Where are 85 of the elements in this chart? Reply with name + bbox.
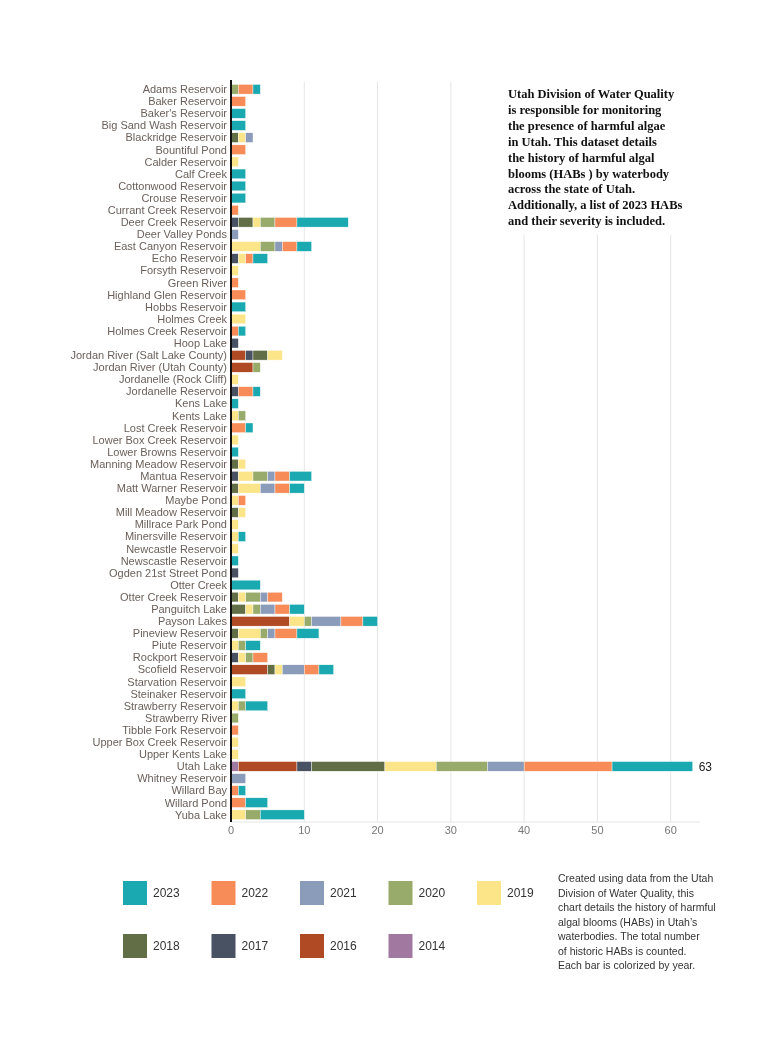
y-tick-label: Lower Browns Reservoir (107, 445, 228, 458)
y-tick-label: Willard Pond (164, 796, 227, 809)
x-tick-label: 60 (664, 824, 677, 836)
y-tick-label: Maybe Pond (165, 494, 227, 507)
y-tick-label: Jordan River (Utah County) (93, 361, 227, 374)
y-tick-label: Minersville Reservoir (124, 530, 228, 543)
y-tick-label: Kents Lake (171, 409, 227, 422)
y-tick-label: Willard Bay (171, 784, 228, 797)
y-tick-label: Upper Box Creek Reservoir (92, 736, 228, 749)
y-tick-label: Lost Creek Reservoir (123, 421, 228, 434)
y-tick-label: Cottonwood Reservoir (118, 179, 228, 192)
y-tick-label: Yuba Lake (175, 808, 227, 821)
legend-label: 2019 (507, 886, 535, 901)
y-tick-label: Currant Creek Reservoir (107, 204, 228, 217)
y-tick-label: Forsyth Reservoir (140, 264, 228, 277)
legend-label: 2022 (241, 886, 269, 901)
y-tick-label: Deer Creek Reservoir (120, 216, 228, 229)
y-tick-label: Manning Meadow Reservoir (90, 457, 228, 470)
y-tick-label: Baker's Reservoir (140, 107, 228, 120)
legend-label: 2021 (330, 886, 358, 901)
legend-label: 2016 (330, 939, 358, 954)
y-tick-label: Utah Lake (176, 760, 227, 773)
y-tick-label: Holmes Creek (157, 312, 228, 325)
y-tick-label: Mill Meadow Reservoir (115, 506, 228, 519)
y-tick-label: Calder Reservoir (144, 155, 228, 168)
y-tick-label: Strawberry River (145, 711, 228, 724)
x-tick-label: 10 (298, 824, 311, 836)
y-tick-label: Jordanelle (Rock Cliff) (118, 373, 227, 386)
y-tick-label: Panguitch Lake (151, 603, 227, 616)
legend-label: 2017 (241, 939, 269, 954)
y-tick-label: Whitney Reservoir (137, 772, 228, 785)
legend-label: 2023 (153, 886, 181, 901)
y-tick-label: Newscastle Reservoir (120, 554, 228, 567)
y-tick-label: Pineview Reservoir (132, 627, 228, 640)
x-tick-label: 40 (518, 824, 531, 836)
x-tick-label: 0 (227, 824, 235, 836)
y-tick-label: Newcastle Reservoir (126, 542, 228, 555)
y-tick-label: Payson Lakes (157, 615, 228, 628)
total-label: 63 (698, 759, 713, 774)
legend-label: 2020 (418, 886, 446, 901)
bar (230, 446, 239, 458)
y-tick-label: Crouse Reservoir (141, 191, 228, 204)
y-tick-label: Steinaker Reservoir (130, 687, 228, 700)
y-tick-label: Piute Reservoir (151, 639, 228, 652)
y-tick-label: Highland Glen Reservoir (107, 288, 228, 301)
text: Utah Division of Water Quality is responsible for monitoring the presence of harmful algae in Utah. This dataset details the history of harmful algal blooms (HABs ) by waterbody across the state of Utah. Additionally, a list of 2023 HABs and their severity is included. (508, 87, 683, 229)
y-tick-label: Echo Reservoir (151, 252, 228, 265)
y-tick-label: Baker Reservoir (148, 95, 228, 108)
y-tick-label: Calf Creek (175, 167, 228, 180)
y-tick-label: Scofield Reservoir (137, 663, 228, 676)
x-tick-label: 50 (591, 824, 604, 836)
y-tick-label: Hoop Lake (173, 337, 227, 350)
y-tick-label: Adams Reservoir (142, 83, 228, 96)
y-tick-label: Hobbs Reservoir (145, 300, 228, 313)
y-tick-label: Otter Creek (170, 578, 228, 591)
y-tick-label: Millrace Park Pond (134, 518, 227, 531)
y-tick-label: Green River (167, 276, 228, 289)
y-tick-label: Ogden 21st Street Pond (108, 566, 227, 579)
x-tick-label: 30 (444, 824, 457, 836)
y-tick-label: Rockport Reservoir (132, 651, 228, 664)
x-tick-label: 20 (371, 824, 384, 836)
legend-label: 2014 (418, 939, 446, 954)
y-tick-label: Holmes Creek Reservoir (107, 324, 228, 337)
y-tick-label: Bountiful Pond (155, 143, 227, 156)
y-tick-label: Lower Box Creek Reservoir (92, 433, 228, 446)
y-tick-label: East Canyon Reservoir (113, 240, 228, 253)
bar (230, 579, 261, 591)
bar (230, 180, 246, 192)
y-tick-label: Matt Warner Reservoir (116, 482, 228, 495)
y-tick-label: Jordan River (Salt Lake County) (70, 349, 227, 362)
y-tick-label: Otter Creek Reservoir (120, 590, 228, 603)
bar (230, 313, 246, 325)
y-tick-label: Deer Valley Ponds (136, 228, 228, 241)
y-tick-label: Blackridge Reservoir (125, 131, 228, 144)
text: Created using data from the Utah Division of Water Quality, this chart details the history of harmful algal blooms (HABs) in Utah’s waterbodies. The total number of historic HABs is counted. Each bar is colorized by year. (557, 872, 716, 971)
y-tick-label: Tibble Fork Reservoir (122, 723, 228, 736)
y-tick-label: Upper Kents Lake (138, 748, 227, 761)
y-tick-label: Starvation Reservoir (127, 675, 228, 688)
y-tick-label: Big Sand Wash Reservoir (101, 119, 228, 132)
y-tick-label: Jordanelle Reservoir (126, 385, 228, 398)
legend-label: 2018 (153, 939, 181, 954)
y-tick-label: Mantua Reservoir (140, 470, 228, 483)
bar (230, 712, 239, 724)
y-tick-label: Kens Lake (175, 397, 227, 410)
y-tick-label: Strawberry Reservoir (123, 699, 228, 712)
